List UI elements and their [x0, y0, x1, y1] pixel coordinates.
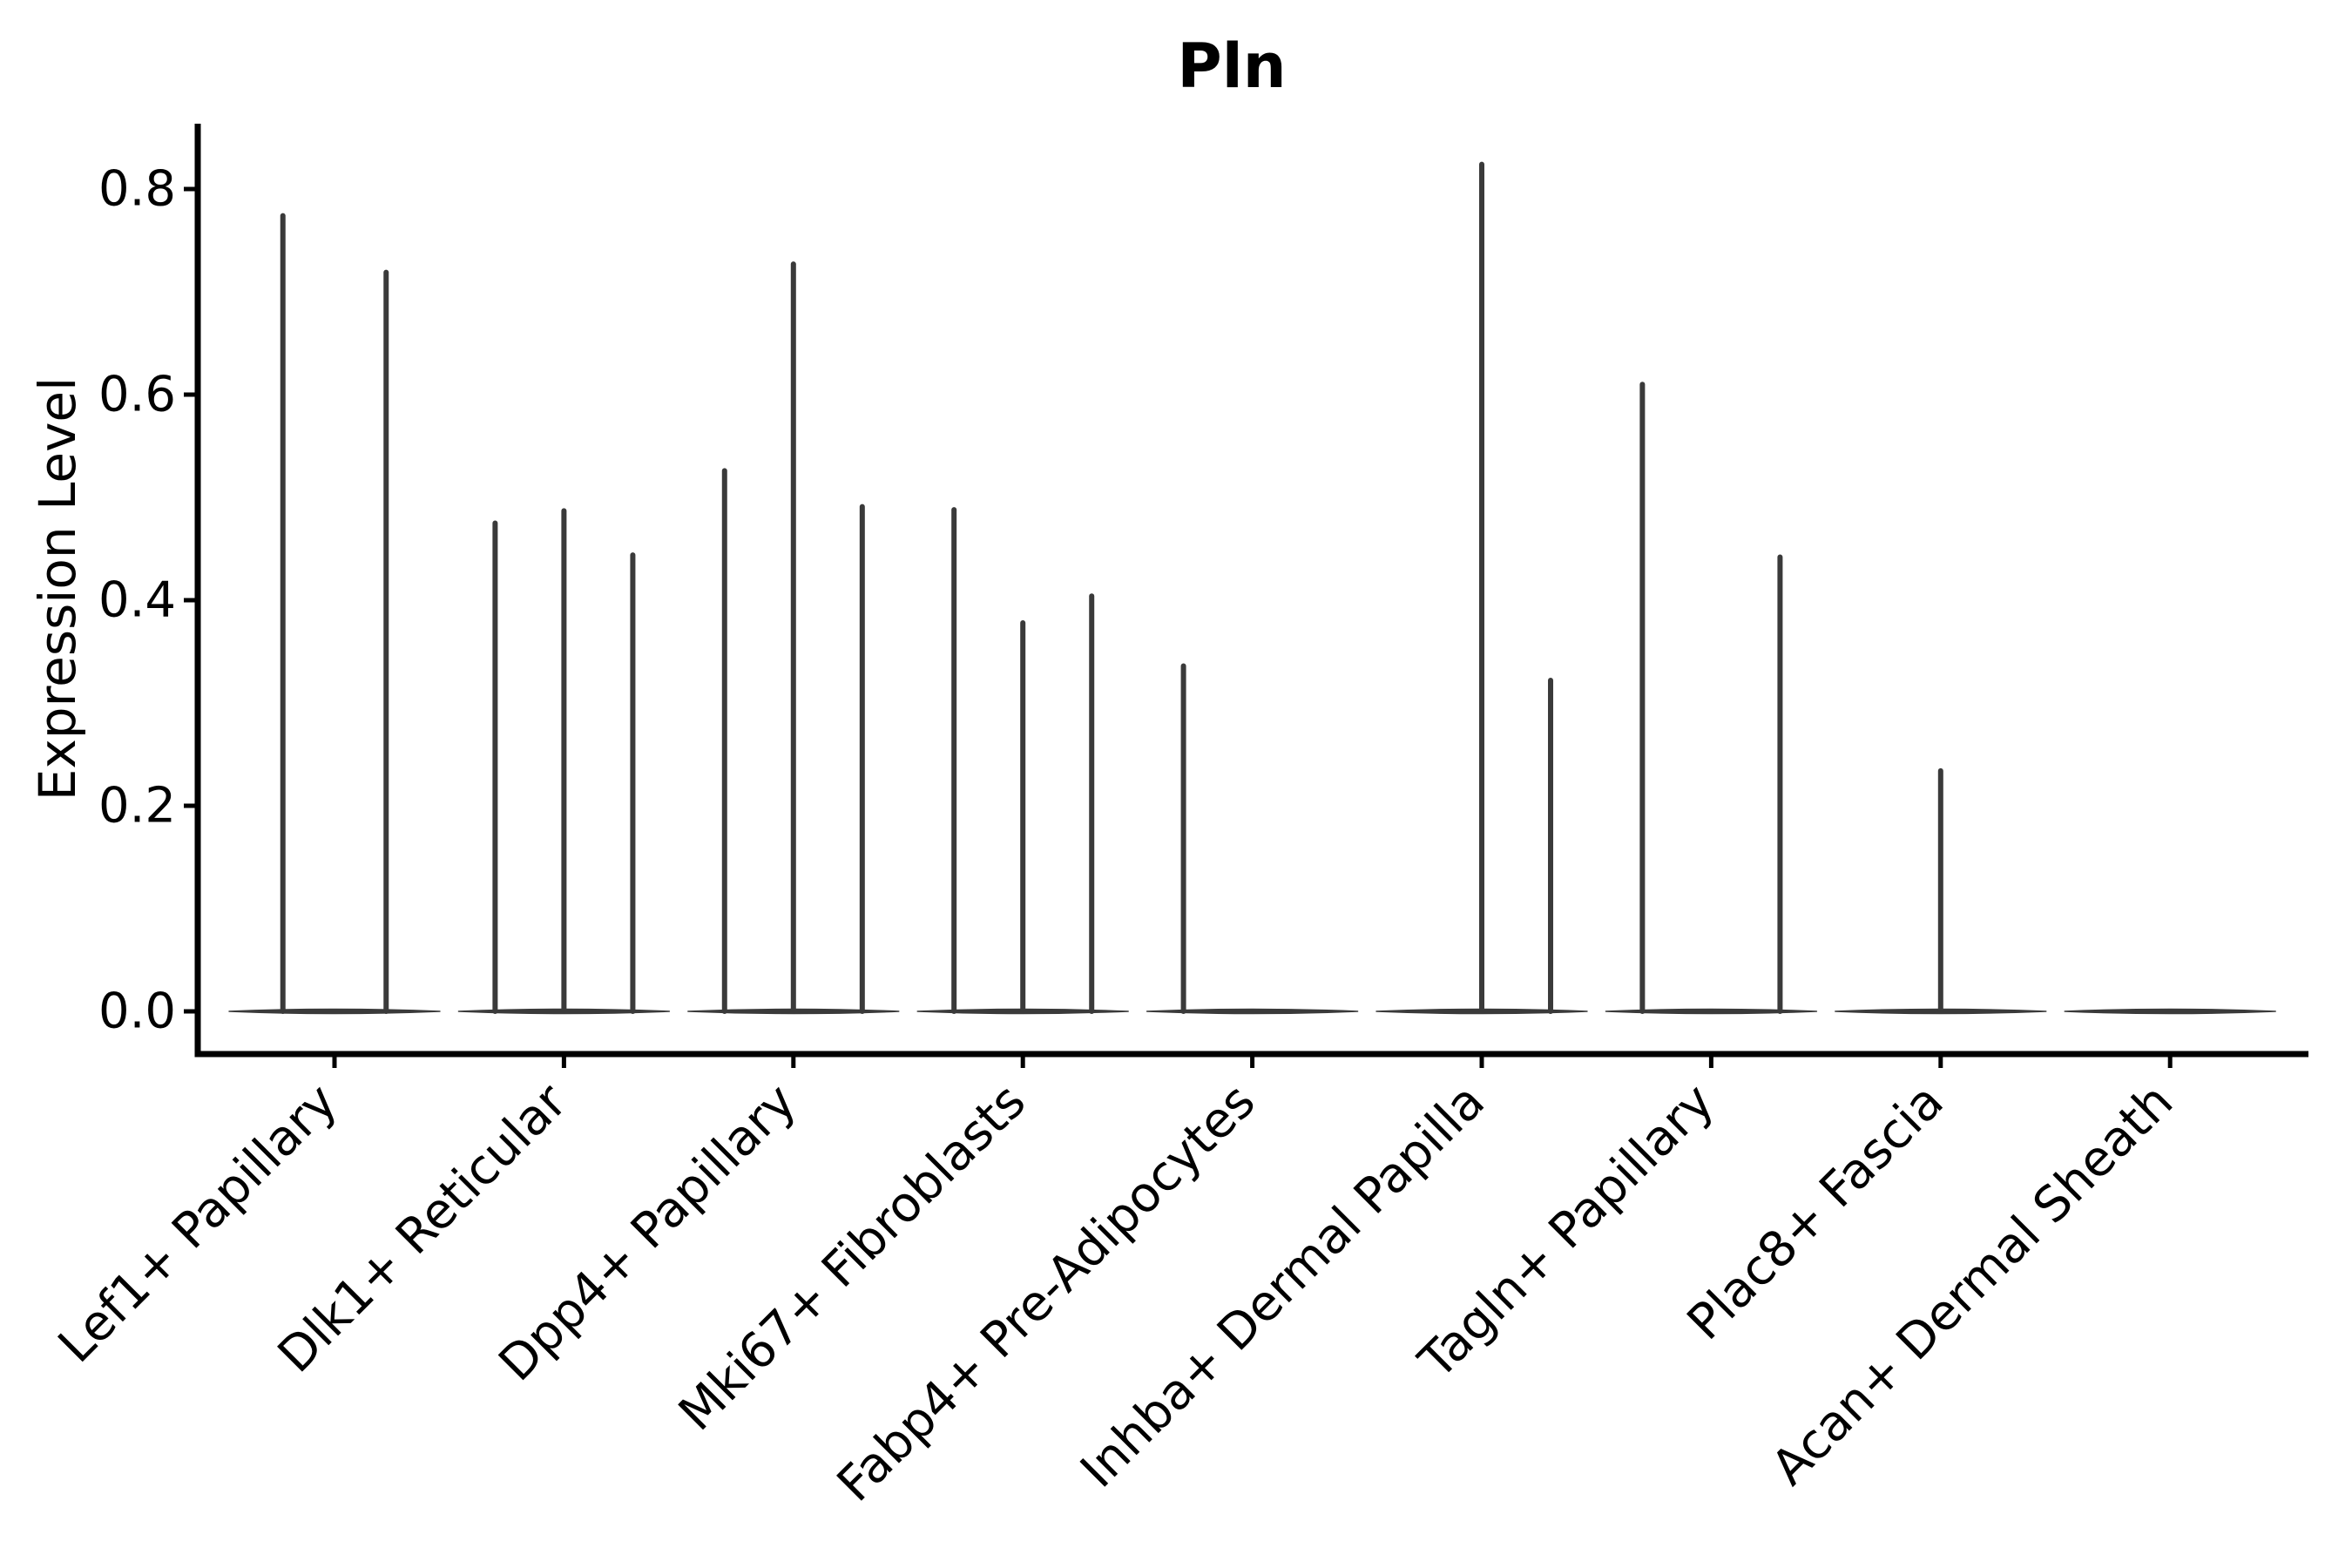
x-tick-label: Acan+ Dermal Sheath [1761, 1073, 2184, 1497]
y-tick-label: 0.8 [98, 161, 176, 218]
violin-body [1605, 1008, 1818, 1015]
chart-title: Pln [1177, 30, 1286, 102]
axes [184, 124, 2308, 1068]
x-tick-label: Inhba+ Dermal Papilla [1070, 1073, 1496, 1499]
y-tick-label: 0.6 [98, 367, 176, 423]
violin-body [228, 1008, 441, 1015]
y-tick-label: 0.4 [98, 572, 176, 629]
y-tick-label: 0.2 [98, 778, 176, 835]
y-tick-label: 0.0 [98, 983, 176, 1040]
y-axis-label: Expression Level [28, 377, 87, 801]
y-tick-labels: 0.0 0.2 0.4 0.6 0.8 [98, 161, 176, 1040]
violin-body [1146, 1008, 1359, 1015]
violins [228, 161, 2276, 1015]
x-tick-label: Fabp4+ Pre-Adipocytes [827, 1073, 1267, 1513]
violin-body [2064, 1008, 2276, 1015]
